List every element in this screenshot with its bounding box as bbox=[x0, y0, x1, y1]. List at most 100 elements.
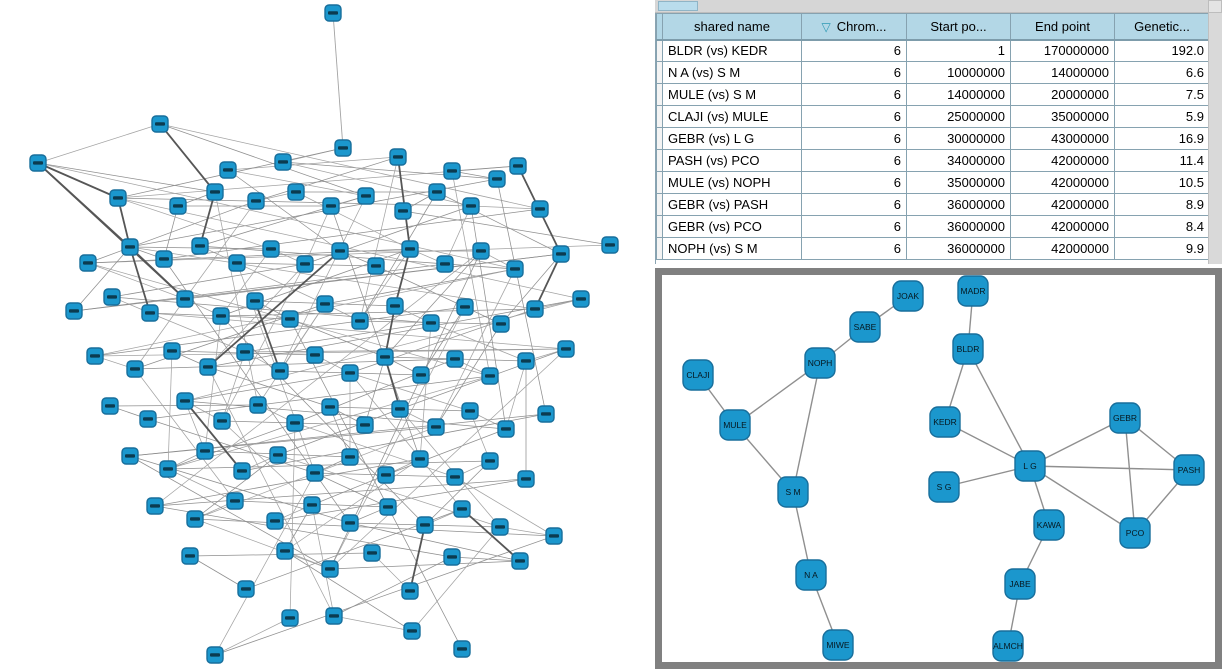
table-horizontal-scrollbar[interactable] bbox=[655, 0, 1208, 13]
table-row[interactable]: MULE (vs) S M 6 14000000 20000000 7.5 bbox=[656, 83, 1208, 106]
table-row[interactable]: PASH (vs) PCO 6 34000000 42000000 11.4 bbox=[656, 149, 1208, 172]
table-cell: 8.4 bbox=[1114, 215, 1208, 238]
column-header-start-po---[interactable]: Start po... bbox=[906, 13, 1011, 41]
network-node-s-g[interactable] bbox=[928, 471, 960, 503]
overview-network-canvas[interactable] bbox=[0, 0, 655, 669]
network-node-madr[interactable] bbox=[957, 275, 989, 307]
table-cell: 6 bbox=[801, 105, 907, 128]
node-label bbox=[457, 507, 467, 511]
network-node-joak[interactable] bbox=[892, 280, 924, 312]
table-row[interactable]: MULE (vs) NOPH 6 35000000 42000000 10.5 bbox=[656, 171, 1208, 194]
node-label bbox=[450, 475, 460, 479]
table-cell: CLAJI (vs) MULE bbox=[662, 105, 802, 128]
network-edge[interactable] bbox=[1124, 417, 1136, 534]
network-edge bbox=[411, 526, 501, 632]
column-header-label: Genetic... bbox=[1134, 18, 1190, 34]
network-edge[interactable] bbox=[1029, 465, 1190, 471]
network-edge[interactable] bbox=[967, 348, 1031, 467]
node-label bbox=[510, 267, 520, 271]
node-label bbox=[393, 155, 403, 159]
network-edge-highlight bbox=[184, 400, 243, 472]
column-header-shared-name[interactable]: shared name bbox=[662, 13, 802, 41]
network-edge bbox=[184, 400, 507, 430]
node-label bbox=[159, 257, 169, 261]
node-label bbox=[530, 307, 540, 311]
table-cell: 6 bbox=[801, 149, 907, 172]
network-edge[interactable] bbox=[1029, 465, 1136, 534]
network-node-mule[interactable] bbox=[719, 409, 751, 441]
node-label bbox=[447, 555, 457, 559]
node-label bbox=[90, 354, 100, 358]
network-node-l-g[interactable] bbox=[1014, 450, 1046, 482]
network-edge bbox=[496, 178, 547, 415]
table-cell: 42000000 bbox=[1010, 237, 1115, 260]
table-row[interactable]: GEBR (vs) PCO 6 36000000 42000000 8.4 bbox=[656, 215, 1208, 238]
network-edge bbox=[295, 191, 411, 250]
node-label bbox=[278, 160, 288, 164]
scrollbar-thumb[interactable] bbox=[658, 1, 698, 11]
network-edge bbox=[359, 248, 411, 322]
network-edge bbox=[289, 422, 296, 619]
network-node-kawa[interactable] bbox=[1033, 509, 1065, 541]
network-edge bbox=[73, 246, 131, 312]
table-cell: 9.9 bbox=[1114, 237, 1208, 260]
network-node-n-a[interactable] bbox=[795, 559, 827, 591]
node-label bbox=[241, 587, 251, 591]
network-edge bbox=[333, 615, 413, 632]
network-node-pco[interactable] bbox=[1119, 517, 1151, 549]
column-header-chrom---[interactable]: ▽ Chrom... bbox=[801, 13, 907, 41]
node-label bbox=[291, 190, 301, 194]
network-node-jabe[interactable] bbox=[1004, 568, 1036, 600]
node-label bbox=[167, 349, 177, 353]
network-node-s-m[interactable] bbox=[777, 476, 809, 508]
network-node-gebr[interactable] bbox=[1109, 402, 1141, 434]
node-label bbox=[310, 471, 320, 475]
network-edge bbox=[94, 268, 516, 357]
table-cell: 36000000 bbox=[906, 193, 1011, 216]
table-cell: 6 bbox=[801, 237, 907, 260]
table-vertical-scrollbar[interactable] bbox=[1208, 13, 1222, 264]
network-node-sabe[interactable] bbox=[849, 311, 881, 343]
table-row[interactable]: GEBR (vs) PASH 6 36000000 42000000 8.9 bbox=[656, 193, 1208, 216]
table-row[interactable]: GEBR (vs) L G 6 30000000 43000000 16.9 bbox=[656, 127, 1208, 150]
network-edge bbox=[87, 244, 611, 264]
node-label bbox=[450, 357, 460, 361]
node-label bbox=[549, 534, 559, 538]
network-edge bbox=[257, 303, 326, 406]
node-label: MADR bbox=[960, 286, 985, 296]
network-edge bbox=[505, 360, 527, 430]
network-edge[interactable] bbox=[1029, 417, 1126, 467]
node-label bbox=[398, 209, 408, 213]
sort-filter-icon[interactable]: ▽ bbox=[821, 19, 831, 34]
network-node-pash[interactable] bbox=[1173, 454, 1205, 486]
node-label bbox=[253, 403, 263, 407]
table-row[interactable]: NOPH (vs) S M 6 36000000 42000000 9.9 bbox=[656, 237, 1208, 260]
node-label bbox=[285, 616, 295, 620]
network-node-claji[interactable] bbox=[682, 359, 714, 391]
node-label bbox=[210, 190, 220, 194]
table-row[interactable]: CLAJI (vs) MULE 6 25000000 35000000 5.9 bbox=[656, 105, 1208, 128]
subnetwork-canvas[interactable]: JOAK MADR SABE BLDR NOPH CLAJI MULE KEDR GEBR L G… bbox=[662, 275, 1215, 662]
column-header-end-point[interactable]: End point bbox=[1010, 13, 1115, 41]
network-edge bbox=[214, 617, 291, 656]
column-header-genetic---[interactable]: Genetic... bbox=[1114, 13, 1208, 41]
node-label: ALMCH bbox=[993, 641, 1023, 651]
node-label: BLDR bbox=[957, 344, 980, 354]
network-edge-highlight bbox=[394, 248, 411, 307]
node-label bbox=[125, 454, 135, 458]
network-node-almch[interactable] bbox=[992, 630, 1024, 662]
network-node-miwe[interactable] bbox=[822, 629, 854, 661]
table-cell: 25000000 bbox=[906, 105, 1011, 128]
network-edge bbox=[149, 312, 246, 353]
table-row[interactable]: N A (vs) S M 6 10000000 14000000 6.6 bbox=[656, 61, 1208, 84]
network-node-bldr[interactable] bbox=[952, 333, 984, 365]
network-node-kedr[interactable] bbox=[929, 406, 961, 438]
table-row[interactable]: BLDR (vs) KEDR 6 1 170000000 192.0 bbox=[656, 39, 1208, 62]
scrollbar-corner-box bbox=[1208, 0, 1222, 13]
network-edge bbox=[227, 169, 367, 197]
network-node-noph[interactable] bbox=[804, 347, 836, 379]
network-edge bbox=[159, 123, 367, 197]
network-edge bbox=[134, 368, 236, 502]
network-edge[interactable] bbox=[792, 362, 821, 493]
